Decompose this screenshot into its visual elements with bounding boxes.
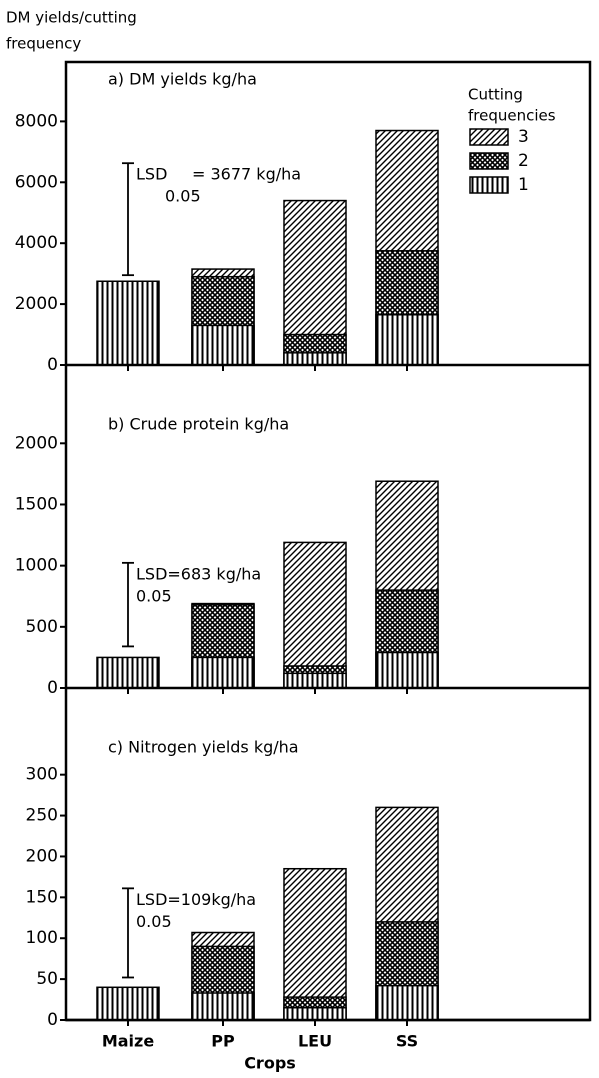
x-tick-label: SS [396, 1032, 418, 1051]
panel-title: a) DM yields kg/ha [108, 70, 257, 89]
bar [283, 541, 347, 689]
y-tick-label: 100 [26, 928, 58, 948]
bar [96, 986, 160, 1021]
y-tick-label: 500 [26, 617, 58, 637]
x-tick-label: Maize [102, 1032, 155, 1051]
y-tick-label: 150 [26, 887, 58, 907]
bar [375, 984, 439, 1021]
legend-swatch [469, 152, 509, 170]
legend-label: 3 [518, 127, 529, 147]
y-tick-label: 50 [36, 969, 58, 989]
panel-title: c) Nitrogen yields kg/ha [108, 738, 299, 757]
bar [283, 352, 347, 366]
y-axis-label: frequency [6, 35, 81, 53]
legend-swatch [469, 176, 509, 194]
y-tick-label: 200 [26, 846, 58, 866]
lsd-label: LSD [136, 165, 167, 184]
y-tick-label: 6000 [15, 172, 58, 192]
lsd-label: LSD=683 kg/ha [136, 564, 261, 583]
bar [283, 1006, 347, 1021]
y-axis-label: DM yields/cutting [6, 9, 137, 27]
legend-swatch [469, 128, 509, 146]
bar [191, 992, 255, 1021]
y-tick-label: 0 [47, 1010, 58, 1030]
legend-label: 1 [518, 175, 529, 195]
y-tick-label: 1500 [15, 494, 58, 514]
bar [375, 314, 439, 366]
y-tick-label: 4000 [15, 233, 58, 253]
bar [191, 324, 255, 366]
y-tick-label: 8000 [15, 111, 58, 131]
x-axis-label: Crops [244, 1054, 296, 1073]
bar [96, 280, 160, 366]
x-tick-label: PP [211, 1032, 235, 1051]
legend-title: Cutting [468, 86, 523, 104]
y-tick-label: 0 [47, 355, 58, 375]
lsd-text: = 3677 kg/ha [192, 165, 301, 184]
lsd-subscript: 0.05 [136, 586, 172, 605]
bar [96, 656, 160, 689]
bar [283, 867, 347, 1021]
y-tick-label: 250 [26, 806, 58, 826]
legend-label: 2 [518, 151, 529, 171]
y-tick-label: 0 [47, 678, 58, 698]
panel-title: b) Crude protein kg/ha [108, 415, 289, 434]
y-tick-label: 300 [26, 765, 58, 785]
x-tick-label: LEU [298, 1032, 332, 1051]
y-tick-label: 2000 [15, 433, 58, 453]
y-tick-label: 1000 [15, 556, 58, 576]
legend-title: frequencies [468, 107, 556, 125]
lsd-subscript: 0.05 [136, 912, 172, 931]
lsd-subscript: 0.05 [165, 187, 201, 206]
bar [191, 656, 255, 689]
bar [283, 672, 347, 689]
lsd-label: LSD=109kg/ha [136, 890, 256, 909]
y-tick-label: 2000 [15, 294, 58, 314]
bar [375, 651, 439, 689]
